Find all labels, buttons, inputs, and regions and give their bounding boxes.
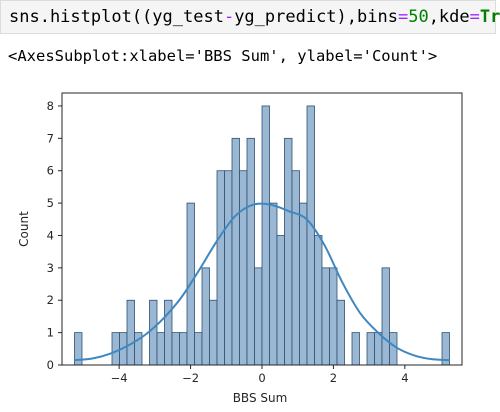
code-number: 50 [408, 7, 429, 27]
code-keyword: True [479, 7, 500, 27]
x-tick-label: −2 [182, 371, 199, 385]
histogram-bar [321, 267, 330, 366]
histogram-bar [194, 332, 203, 366]
x-tick-label: −4 [111, 371, 128, 385]
y-tick-label: 5 [47, 196, 54, 210]
histogram-bar [171, 332, 180, 366]
x-tick-label: 0 [258, 371, 265, 385]
histogram-bar [389, 332, 398, 366]
histogram-bar [156, 332, 165, 366]
code-cell[interactable]: sns.histplot((yg_test-yg_predict),bins=5… [0, 0, 500, 34]
code-text: yg_predict),bins [234, 7, 398, 27]
histogram-chart: −4 −2 0 2 4 0 1 2 3 4 5 6 7 8 BBS Sum Count [17, 92, 463, 405]
histogram-bar [276, 235, 285, 366]
histogram-bar [291, 170, 300, 366]
histogram-bar [231, 137, 240, 366]
histogram-bar [216, 170, 225, 366]
histogram-bar [209, 299, 218, 366]
histogram-bar [269, 202, 278, 366]
x-tick-label: 2 [330, 371, 337, 385]
histogram-bar [179, 332, 188, 366]
y-tick-label: 7 [47, 131, 54, 145]
kde-curve [74, 202, 450, 362]
histogram-bar [336, 299, 345, 366]
histogram-bar [111, 332, 120, 366]
histogram-bar [261, 105, 270, 366]
code-text: sns.histplot((yg_test [9, 7, 224, 27]
histogram-bar [306, 105, 315, 366]
kde-layer [74, 202, 450, 362]
histogram-bar [299, 202, 308, 366]
histogram-bar [254, 267, 263, 366]
histogram-bar [284, 137, 293, 366]
y-tick-label: 6 [47, 164, 54, 178]
histogram-bar [246, 137, 255, 366]
histogram-bars [74, 105, 450, 366]
y-tick-label: 8 [47, 99, 54, 113]
histogram-bar [224, 170, 233, 366]
x-tick-label: 4 [401, 371, 408, 385]
axes: −4 −2 0 2 4 0 1 2 3 4 5 6 7 8 [47, 92, 463, 385]
histogram-bar [314, 235, 323, 366]
code-text: ,kde [428, 7, 470, 27]
y-tick-label: 4 [47, 228, 54, 242]
code-operator: = [469, 7, 480, 27]
x-axis-label: BBS Sum [233, 391, 288, 405]
histogram-bar [374, 332, 383, 366]
histogram-bar [126, 299, 135, 366]
histogram-bar [201, 267, 210, 366]
histogram-bar [366, 332, 375, 366]
histogram-bar [239, 170, 248, 366]
histogram-bar [329, 267, 338, 366]
code-operator: - [223, 7, 235, 27]
y-tick-label: 0 [47, 358, 54, 372]
histogram-bar [149, 299, 158, 366]
histogram-bar [351, 332, 360, 366]
y-tick-label: 3 [47, 261, 54, 275]
y-tick-label: 1 [47, 326, 54, 340]
y-axis-label: Count [17, 211, 31, 247]
cell-output-text: <AxesSubplot:xlabel='BBS Sum', ylabel='C… [8, 47, 438, 65]
y-tick-label: 2 [47, 293, 54, 307]
code-operator: = [397, 7, 409, 27]
histogram-bar [381, 267, 390, 366]
